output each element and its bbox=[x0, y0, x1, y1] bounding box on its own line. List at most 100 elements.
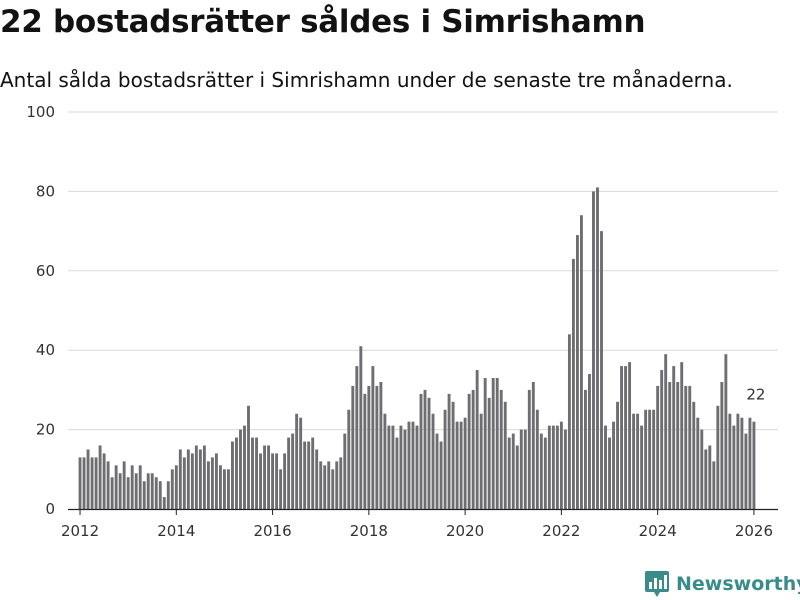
bar bbox=[475, 370, 479, 509]
bar bbox=[660, 370, 664, 509]
bar bbox=[487, 397, 491, 509]
bar bbox=[600, 231, 603, 509]
bar bbox=[684, 385, 688, 509]
bar bbox=[174, 465, 178, 509]
bar bbox=[511, 433, 515, 509]
y-tick-label: 60 bbox=[36, 262, 55, 280]
bar bbox=[443, 409, 447, 509]
bar bbox=[447, 393, 451, 509]
bar bbox=[507, 437, 511, 509]
newsworthy-logo: Newsworthy bbox=[644, 568, 800, 600]
y-tick-label: 100 bbox=[26, 103, 55, 121]
bar bbox=[748, 417, 752, 509]
x-tick-label: 2014 bbox=[157, 522, 195, 540]
bar bbox=[491, 377, 495, 509]
bar bbox=[218, 465, 222, 509]
bar bbox=[676, 381, 680, 509]
bar bbox=[411, 421, 415, 509]
bar bbox=[202, 445, 206, 509]
bar bbox=[712, 461, 716, 509]
bar bbox=[451, 401, 455, 509]
bar bbox=[154, 477, 158, 509]
bar bbox=[106, 461, 110, 509]
bar bbox=[531, 381, 535, 509]
bar bbox=[483, 377, 487, 509]
bar bbox=[740, 417, 744, 509]
bar bbox=[495, 377, 499, 509]
bar bbox=[419, 393, 423, 509]
bar bbox=[86, 449, 90, 509]
bar bbox=[688, 385, 692, 509]
bar bbox=[427, 397, 431, 509]
bar bbox=[567, 334, 571, 509]
bar bbox=[672, 366, 676, 509]
bar bbox=[580, 215, 583, 509]
bar bbox=[407, 421, 411, 509]
bar bbox=[319, 461, 323, 509]
bar bbox=[628, 362, 632, 509]
bar bbox=[315, 449, 319, 509]
bar bbox=[527, 389, 531, 509]
bar bbox=[455, 421, 459, 509]
bar bbox=[331, 469, 335, 509]
bar bbox=[178, 449, 182, 509]
bar bbox=[170, 469, 174, 509]
bar bbox=[166, 481, 170, 509]
bar bbox=[575, 235, 579, 509]
bar bbox=[571, 258, 575, 509]
bar bbox=[182, 457, 186, 509]
bar bbox=[311, 437, 315, 509]
bar bbox=[223, 469, 226, 509]
bar bbox=[94, 457, 98, 509]
bar bbox=[146, 473, 150, 509]
bar bbox=[122, 461, 126, 509]
bar bbox=[243, 425, 246, 509]
bar bbox=[138, 465, 142, 509]
bar bbox=[307, 441, 311, 509]
bar bbox=[728, 413, 732, 509]
bar bbox=[190, 453, 194, 509]
bar bbox=[194, 445, 198, 509]
bar bbox=[547, 425, 551, 509]
bar bbox=[391, 425, 395, 509]
bar bbox=[696, 417, 700, 509]
bar bbox=[363, 393, 367, 509]
bar bbox=[130, 465, 134, 509]
bar bbox=[327, 461, 331, 509]
bar bbox=[644, 409, 648, 509]
x-tick-label: 2018 bbox=[350, 522, 388, 540]
bar bbox=[114, 465, 118, 509]
bar bbox=[439, 441, 443, 509]
bar bbox=[210, 457, 214, 509]
bar bbox=[588, 374, 591, 509]
bar bbox=[395, 437, 399, 509]
bar bbox=[499, 389, 503, 509]
x-tick-label: 2026 bbox=[735, 522, 773, 540]
bar bbox=[118, 473, 122, 509]
bar bbox=[335, 461, 339, 509]
bar bbox=[343, 433, 347, 509]
bar bbox=[227, 469, 230, 509]
bar bbox=[339, 457, 343, 509]
bar bbox=[720, 381, 724, 509]
bar bbox=[652, 409, 656, 509]
bar bbox=[555, 425, 559, 509]
bar bbox=[648, 409, 652, 509]
y-tick-label: 40 bbox=[36, 341, 55, 359]
bar bbox=[463, 417, 467, 509]
bar bbox=[235, 437, 238, 509]
bar bbox=[519, 429, 523, 509]
newsworthy-logo-text: Newsworthy bbox=[676, 573, 800, 595]
bar bbox=[271, 453, 275, 509]
x-tick-label: 2022 bbox=[542, 522, 580, 540]
bar bbox=[656, 385, 660, 509]
bar bbox=[90, 457, 94, 509]
bar bbox=[279, 469, 283, 509]
bar bbox=[214, 453, 218, 509]
bar bbox=[467, 393, 471, 509]
highlight-value-label: 22 bbox=[746, 386, 765, 404]
bar bbox=[102, 453, 106, 509]
bar bbox=[704, 449, 708, 509]
bar bbox=[383, 413, 387, 509]
bar bbox=[539, 433, 543, 509]
